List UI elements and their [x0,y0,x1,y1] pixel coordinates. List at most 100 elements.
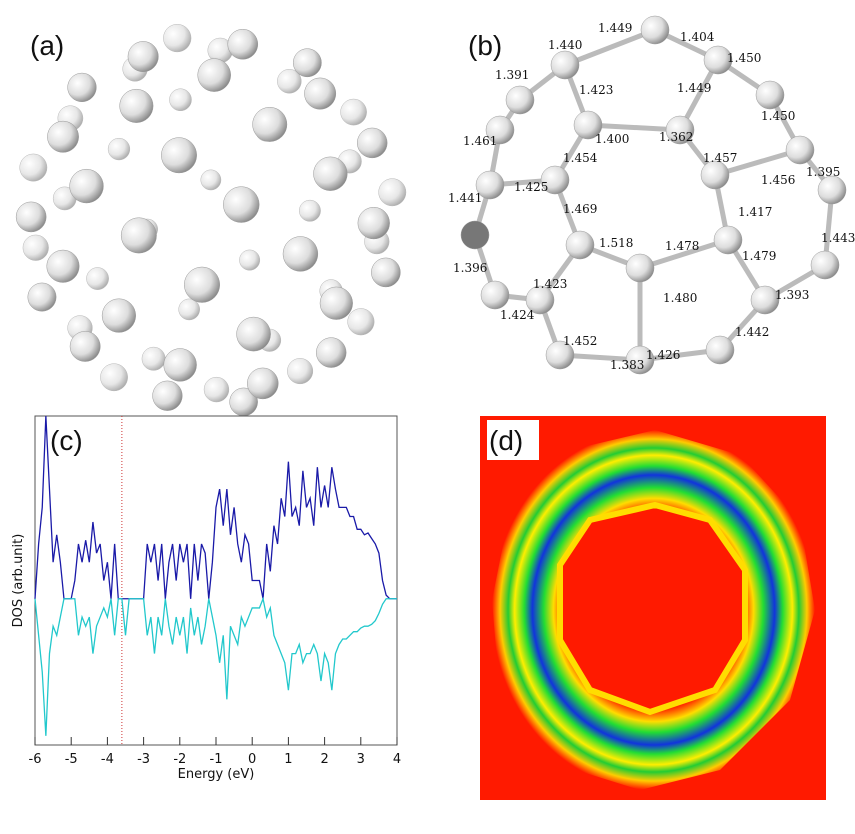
bond-label: 1.479 [742,249,776,263]
bond-label: 1.480 [663,291,697,305]
panel-label: (b) [468,30,502,61]
bond-label: 1.383 [610,358,644,372]
x-axis-label: Energy (eV) [178,767,255,782]
x-tick-label: 1 [284,752,292,767]
dos-line [35,416,397,599]
atom [358,207,390,239]
x-tick-label: 4 [393,752,401,767]
atom [320,287,353,320]
atom [161,138,196,173]
bond-label: 1.362 [659,130,693,144]
bond-label: 1.450 [761,109,795,123]
bond-label: 1.393 [775,288,809,302]
atom [316,338,346,368]
atom [86,267,108,289]
x-tick-label: -6 [29,752,42,767]
x-tick-label: 2 [320,752,328,767]
atom [379,179,406,206]
atom [304,78,335,109]
atom [223,187,259,223]
atom [299,200,320,221]
atom [228,29,258,59]
atom [714,226,742,254]
bond-label: 1.449 [598,21,632,35]
atom [287,358,313,384]
atom [120,89,153,122]
panel-label: (d) [489,425,523,456]
atom [626,254,654,282]
bond-label: 1.396 [453,261,487,275]
x-tick-label: -2 [173,752,186,767]
bond-label: 1.426 [646,348,680,362]
atom [786,136,814,164]
atom [16,202,46,232]
bond-label: 1.450 [727,51,761,65]
atom [313,157,347,191]
atom [163,24,191,52]
atom [201,170,221,190]
atom [68,73,97,102]
bond-label: 1.440 [548,38,582,52]
panel-label: (a) [30,30,64,61]
x-tick-label: -1 [210,752,223,767]
atom [566,231,594,259]
atom [128,41,158,71]
panel-b: 1.4491.4401.4041.4501.3911.4231.4491.450… [448,16,855,374]
atom [142,347,165,370]
atom [47,121,78,152]
atom [551,51,579,79]
bond-label: 1.395 [806,165,840,179]
atom [701,161,729,189]
atom [23,235,49,261]
panel-d: (d) [480,416,826,800]
bond-label: 1.400 [595,132,629,146]
atom [70,331,100,361]
atom [506,86,534,114]
figure: 1.4491.4401.4041.4501.3911.4231.4491.450… [0,0,855,830]
bond-label: 1.443 [821,231,855,245]
bond-label: 1.425 [514,180,548,194]
atom [169,89,191,111]
panel-a [16,24,406,416]
atom [47,250,79,282]
atom [818,176,846,204]
atom [348,308,375,335]
bond-label: 1.454 [563,151,598,165]
bond-label: 1.404 [680,30,715,44]
dos-line [35,599,397,736]
atom [641,16,669,44]
atom [121,218,156,253]
bond-label: 1.478 [665,239,699,253]
atom [164,349,197,382]
x-tick-label: -3 [137,752,150,767]
bond-label: 1.442 [735,325,769,339]
atom [28,283,56,311]
x-tick-label: -4 [101,752,114,767]
atom [461,221,489,249]
atom [481,281,509,309]
atom [239,250,259,270]
atom [108,138,130,160]
atom [20,154,47,181]
atom [70,169,104,203]
atom [706,336,734,364]
atom [237,317,271,351]
bond-label: 1.423 [579,83,613,97]
atom [204,377,229,402]
atom [184,267,219,302]
atom [102,299,136,333]
bond-label: 1.461 [463,134,497,148]
bond-label: 1.391 [495,68,529,82]
atom [341,99,367,125]
atom [100,364,127,391]
atom [756,81,784,109]
y-axis-label: DOS (arb.unit) [11,534,26,628]
bond-label: 1.452 [563,334,597,348]
atom [153,381,183,411]
atom [247,368,278,399]
bond-label: 1.417 [738,205,772,219]
atom [253,107,287,141]
atom [198,59,231,92]
bond-label: 1.457 [703,151,737,165]
atom [811,251,839,279]
